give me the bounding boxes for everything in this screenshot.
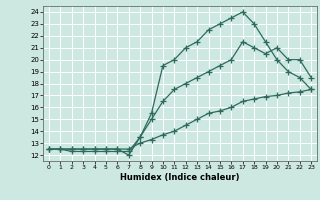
X-axis label: Humidex (Indice chaleur): Humidex (Indice chaleur): [120, 173, 240, 182]
